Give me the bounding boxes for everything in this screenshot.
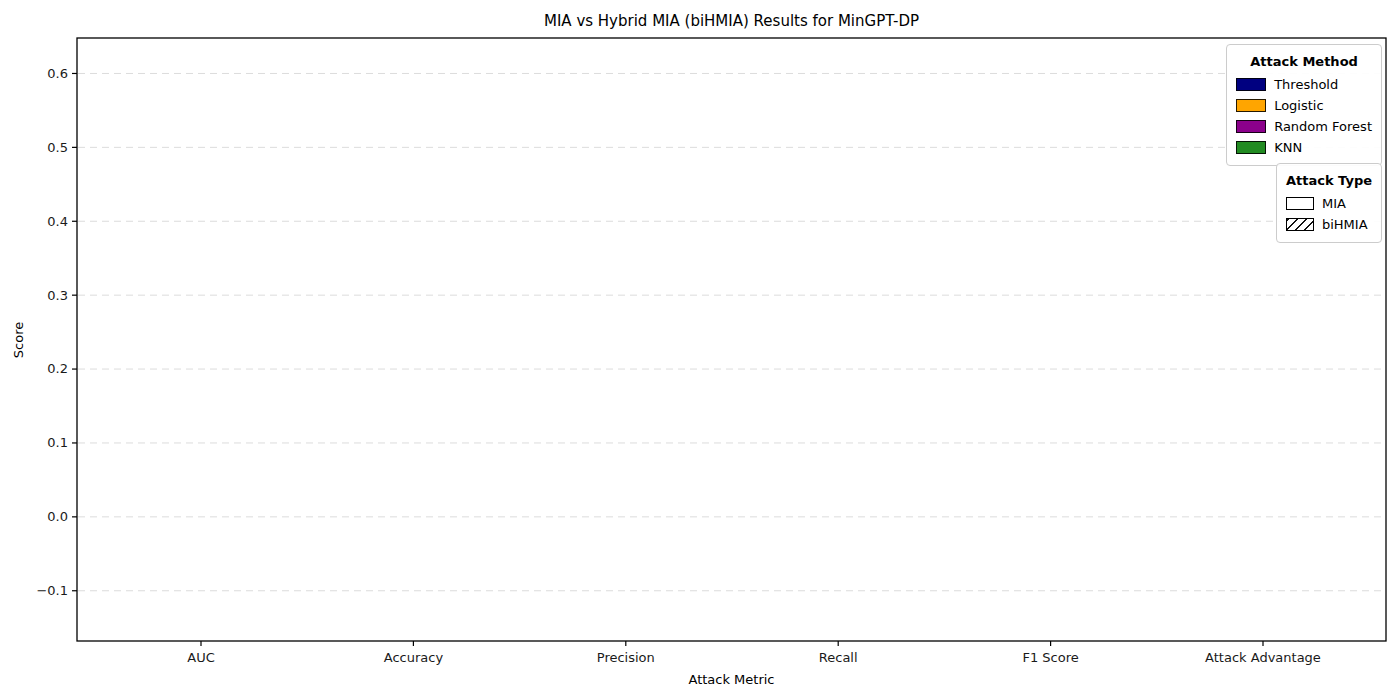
mia-solid-swatch xyxy=(1286,197,1314,210)
legend-item-logistic: Logistic xyxy=(1236,95,1372,116)
legend-item-bihmia: biHMIA xyxy=(1286,214,1372,235)
y-tick-label: 0.3 xyxy=(47,288,68,303)
bihmia-hatched-swatch xyxy=(1286,218,1314,231)
plot-border xyxy=(77,38,1386,641)
x-tick-label-accuracy: Accuracy xyxy=(384,650,444,665)
x-tick-label-precision: Precision xyxy=(597,650,655,665)
legend-label-knn: KNN xyxy=(1274,137,1302,158)
legend-attack-type-title: Attack Type xyxy=(1286,170,1372,191)
legend-label-bihmia: biHMIA xyxy=(1322,214,1368,235)
x-tick-label-attack-advantage: Attack Advantage xyxy=(1205,650,1321,665)
figure: MIA vs Hybrid MIA (biHMIA) Results for M… xyxy=(0,0,1400,700)
x-tick-label-auc: AUC xyxy=(187,650,215,665)
y-tick-label: 0.2 xyxy=(47,361,68,376)
x-axis-label: Attack Metric xyxy=(77,672,1386,687)
y-tick-label: −0.1 xyxy=(36,583,68,598)
legend-label-mia: MIA xyxy=(1322,193,1346,214)
legend-attack-method: Attack Method Threshold Logistic Random … xyxy=(1226,44,1382,166)
chart-canvas: 0.6 0.5 0.4 0.3 0.2 0.1 0.0 −0.1 AUC Accuracy Prec… xyxy=(0,0,1400,700)
random-forest-color-swatch xyxy=(1236,120,1266,133)
y-tick-label: 0.6 xyxy=(47,66,68,81)
logistic-color-swatch xyxy=(1236,99,1266,112)
knn-color-swatch xyxy=(1236,141,1266,154)
x-tick-label-recall: Recall xyxy=(819,650,858,665)
legend-label-random-forest: Random Forest xyxy=(1274,116,1372,137)
threshold-color-swatch xyxy=(1236,78,1266,91)
legend-item-threshold: Threshold xyxy=(1236,74,1372,95)
x-tick-label-f1-score: F1 Score xyxy=(1022,650,1078,665)
y-tick-label: 0.0 xyxy=(47,509,68,524)
legend-item-mia: MIA xyxy=(1286,193,1372,214)
y-axis-label: Score xyxy=(11,322,26,358)
legend-item-knn: KNN xyxy=(1236,137,1372,158)
legend-attack-method-title: Attack Method xyxy=(1236,51,1372,72)
y-tick-label: 0.5 xyxy=(47,140,68,155)
legend-label-logistic: Logistic xyxy=(1274,95,1323,116)
legend-attack-type: Attack Type MIA biHMIA xyxy=(1276,163,1382,243)
legend-item-random-forest: Random Forest xyxy=(1236,116,1372,137)
legend-label-threshold: Threshold xyxy=(1274,74,1338,95)
y-tick-label: 0.4 xyxy=(47,214,68,229)
y-tick-label: 0.1 xyxy=(47,435,68,450)
